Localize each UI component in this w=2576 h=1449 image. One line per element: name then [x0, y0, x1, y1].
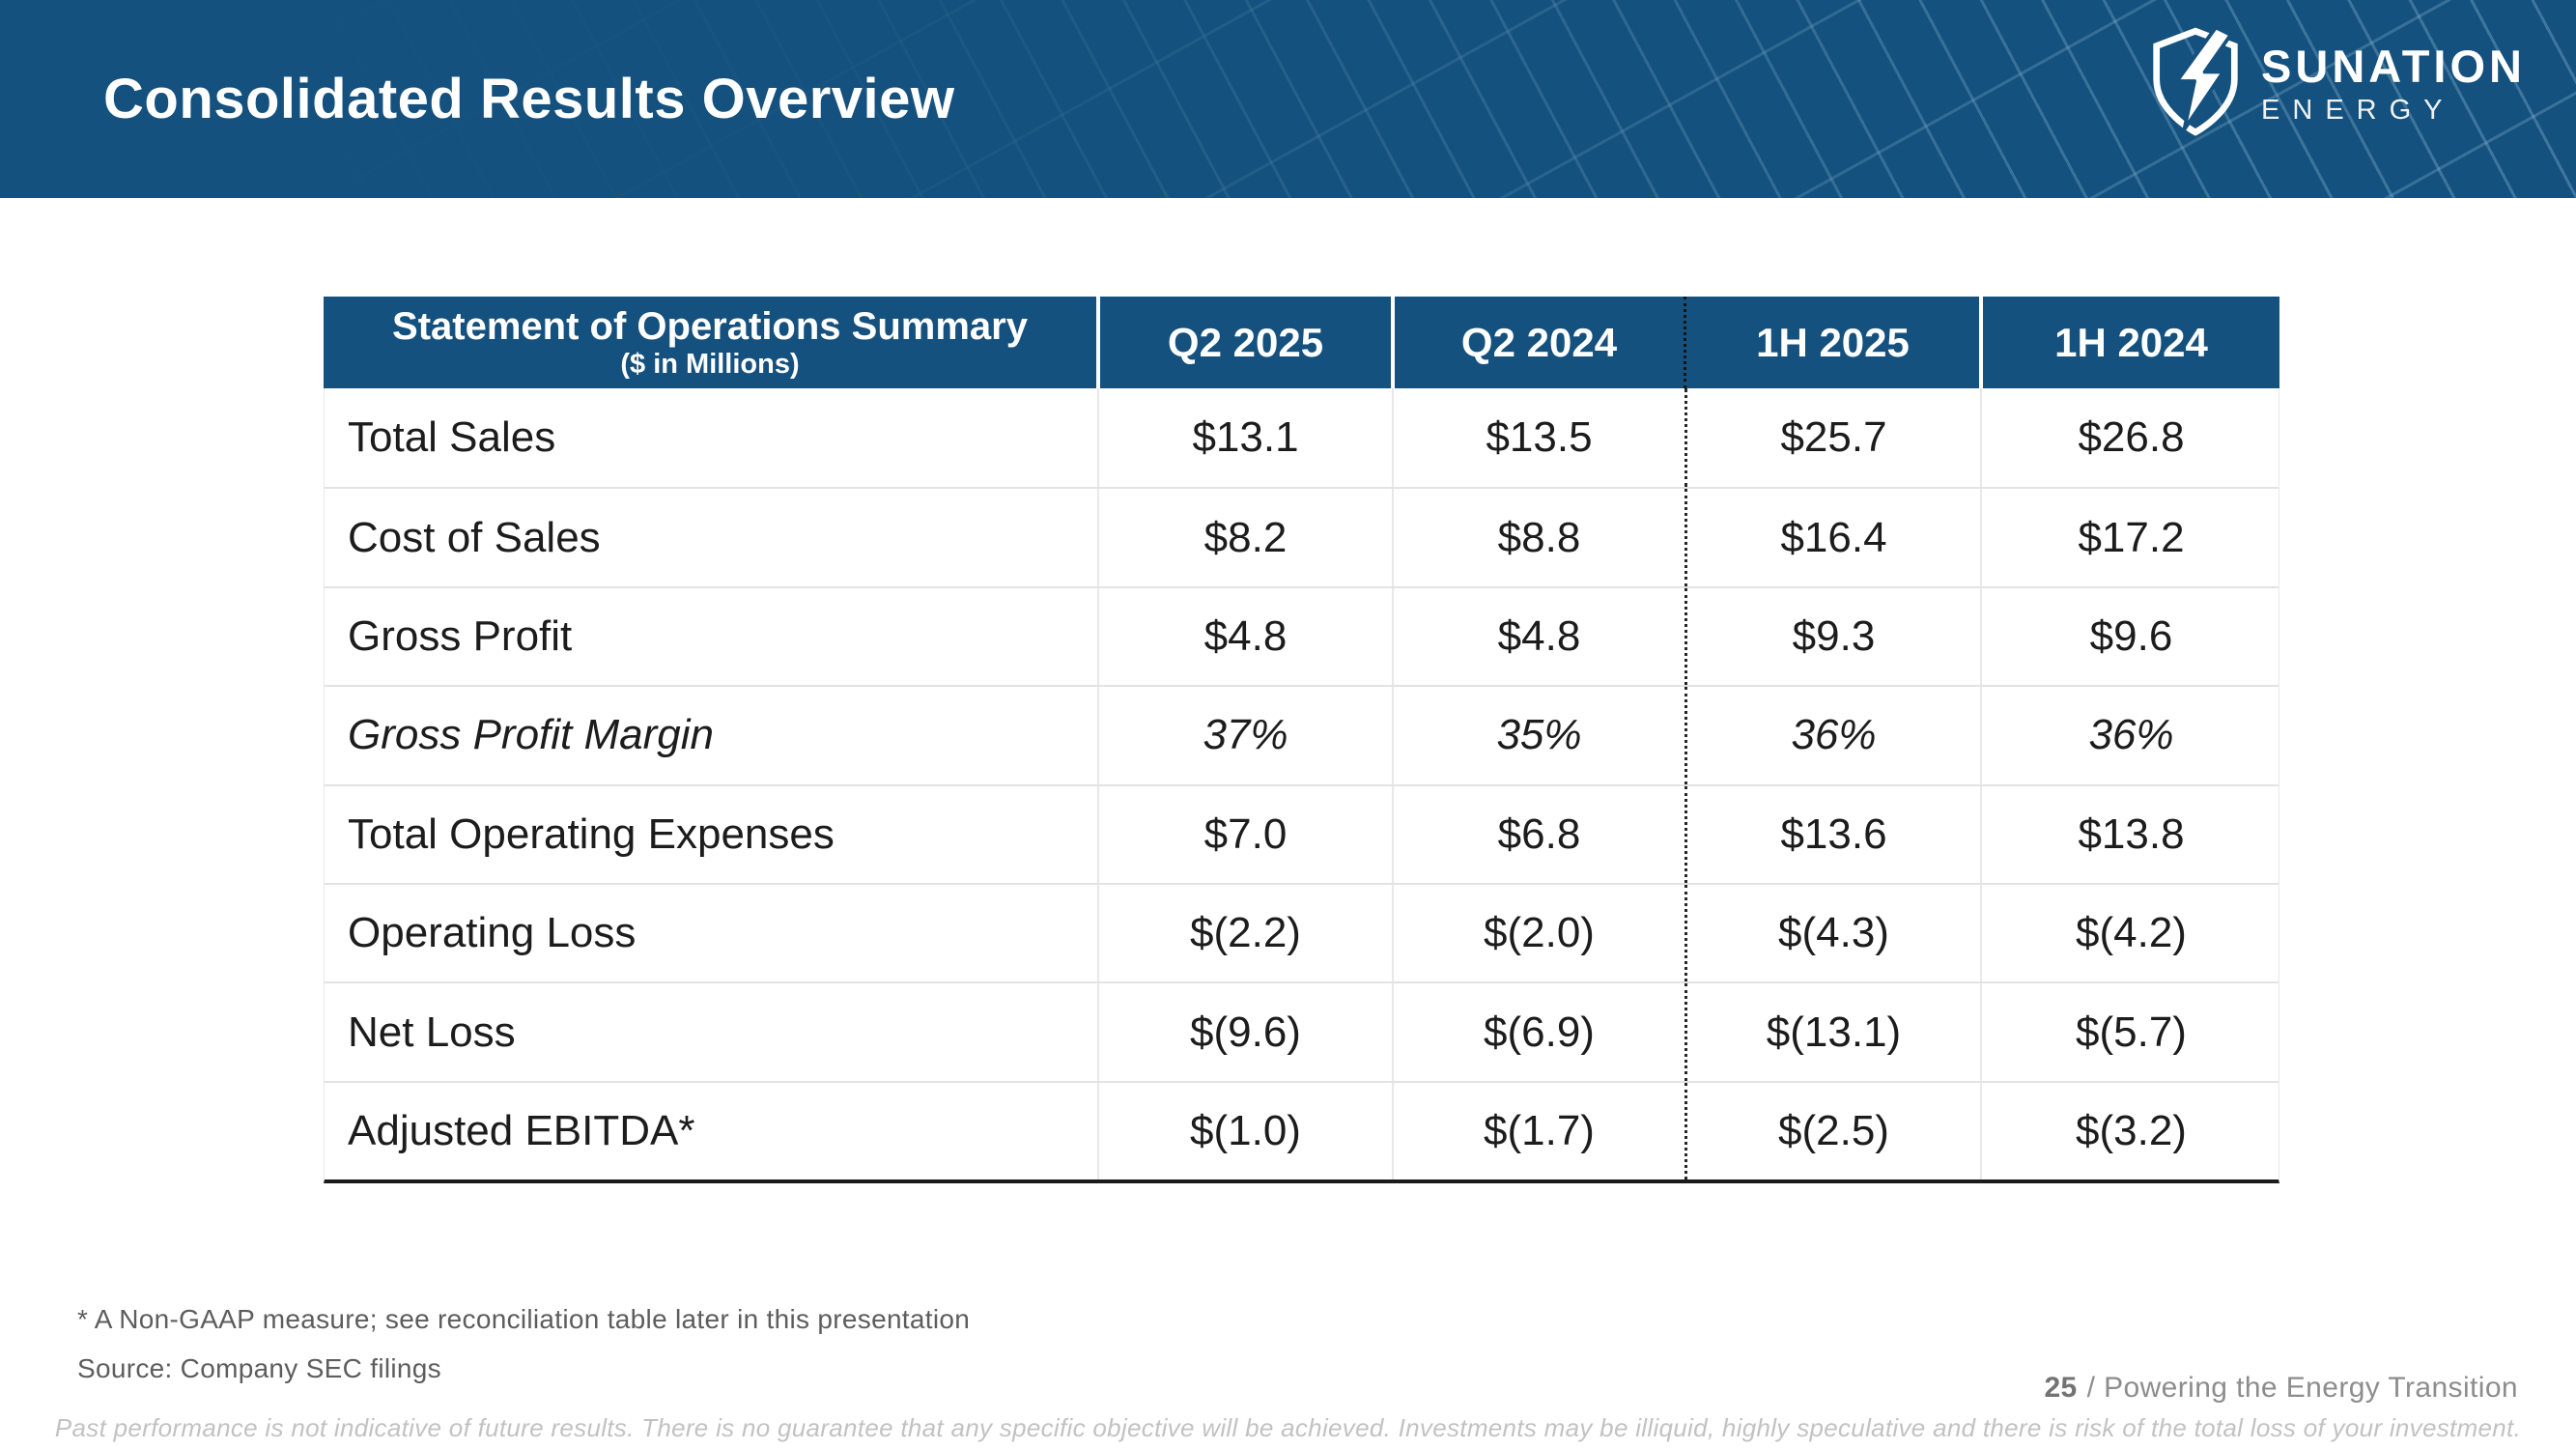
row-label: Cost of Sales — [348, 513, 601, 561]
cell-value: $4.8 — [1392, 587, 1684, 686]
cell-value: 36% — [1684, 687, 1980, 784]
page-title: Consolidated Results Overview — [103, 68, 955, 130]
cell-value: $4.8 — [1097, 587, 1392, 686]
cell-value: $26.8 — [1980, 388, 2280, 488]
logo-text: SUNATION ENERGY — [2261, 43, 2526, 126]
disclaimer-text: Past performance is not indicative of fu… — [54, 1413, 2522, 1442]
column-header: Q2 2024 — [1391, 297, 1684, 388]
table-title: Statement of Operations Summary — [392, 304, 1028, 348]
cell-value: $8.8 — [1392, 489, 1684, 586]
table-row: Operating Loss $(2.2) $(2.0) $(4.3) $(4.2) — [325, 882, 2280, 982]
cell-value: $(9.6) — [1097, 983, 1392, 1081]
table-row: Gross Profit $4.8 $4.8 $9.3 $9.6 — [325, 585, 2280, 686]
cell-value: $13.6 — [1684, 785, 1980, 883]
table-row: Net Loss $(9.6) $(6.9) $(13.1) $(5.7) — [325, 981, 2280, 1081]
footnote-non-gaap: * A Non-GAAP measure; see reconciliation… — [77, 1304, 971, 1334]
cell-value: $(6.9) — [1392, 983, 1684, 1081]
row-label: Operating Loss — [348, 909, 637, 957]
table-row: Total Operating Expenses $7.0 $6.8 $13.6 $13… — [325, 783, 2280, 883]
banner-gradient — [0, 0, 2576, 198]
footnote-source: Source: Company SEC filings — [77, 1353, 441, 1383]
cell-value: $8.2 — [1097, 489, 1392, 586]
cell-value: 35% — [1392, 687, 1684, 784]
cell-value: $(3.2) — [1980, 1082, 2280, 1180]
header-banner: Consolidated Results Overview SUNATION E… — [0, 0, 2576, 198]
cell-value: $(4.2) — [1980, 884, 2280, 982]
cell-value: $13.8 — [1980, 785, 2280, 883]
cell-value: $13.5 — [1392, 388, 1684, 488]
cell-value: $17.2 — [1980, 489, 2280, 586]
page-footer: 25 / Powering the Energy Transition — [2044, 1372, 2518, 1405]
column-header: 1H 2025 — [1684, 297, 1979, 388]
table-row: Total Sales $13.1 $13.5 $25.7 $26.8 — [325, 388, 2280, 488]
cell-value: 36% — [1980, 687, 2280, 784]
cell-value: $(1.0) — [1097, 1082, 1392, 1180]
shield-lightning-icon — [2149, 25, 2242, 144]
company-logo: SUNATION ENERGY — [2149, 25, 2526, 144]
cell-value: $(1.7) — [1392, 1082, 1684, 1180]
cell-value: $7.0 — [1097, 785, 1392, 883]
table-header-row: Statement of Operations Summary ($ in Mi… — [324, 297, 2279, 388]
cell-value: $13.1 — [1097, 388, 1392, 488]
footer-tagline: / Powering the Energy Transition — [2086, 1372, 2518, 1404]
cell-value: $25.7 — [1684, 388, 1980, 488]
page-number: 25 — [2044, 1372, 2078, 1404]
cell-value: $6.8 — [1392, 785, 1684, 883]
cell-value: $(5.7) — [1980, 983, 2280, 1081]
results-table: Statement of Operations Summary ($ in Mi… — [324, 297, 2280, 1184]
row-label: Total Sales — [348, 413, 556, 462]
cell-value: $(4.3) — [1684, 884, 1980, 982]
row-label: Gross Profit Margin — [348, 711, 714, 759]
table-row: Gross Profit Margin 37% 35% 36% 36% — [325, 685, 2280, 784]
logo-subname: ENERGY — [2261, 94, 2455, 126]
table-title-cell: Statement of Operations Summary ($ in Mi… — [324, 297, 1096, 388]
table-body: Total Sales $13.1 $13.5 $25.7 $26.8 Cost of S… — [324, 388, 2280, 1184]
cell-value: $(2.2) — [1097, 884, 1392, 982]
column-header: 1H 2024 — [1979, 297, 2279, 388]
row-label: Total Operating Expenses — [348, 810, 835, 858]
table-row: Adjusted EBITDA* $(1.0) $(1.7) $(2.5) $(3.2) — [325, 1080, 2280, 1180]
row-label: Net Loss — [348, 1008, 516, 1056]
cell-value: $(2.5) — [1684, 1082, 1980, 1180]
table-row: Cost of Sales $8.2 $8.8 $16.4 $17.2 — [325, 487, 2280, 586]
row-label: Gross Profit — [348, 611, 573, 660]
logo-name: SUNATION — [2261, 41, 2526, 93]
row-label: Adjusted EBITDA* — [348, 1106, 695, 1154]
cell-value: $16.4 — [1684, 489, 1980, 586]
cell-value: $9.6 — [1980, 587, 2280, 686]
cell-value: $9.3 — [1684, 587, 1980, 686]
cell-value: $(2.0) — [1392, 884, 1684, 982]
cell-value: 37% — [1097, 687, 1392, 784]
cell-value: $(13.1) — [1684, 983, 1980, 1081]
table-subtitle: ($ in Millions) — [620, 348, 800, 380]
column-header: Q2 2025 — [1096, 297, 1391, 388]
